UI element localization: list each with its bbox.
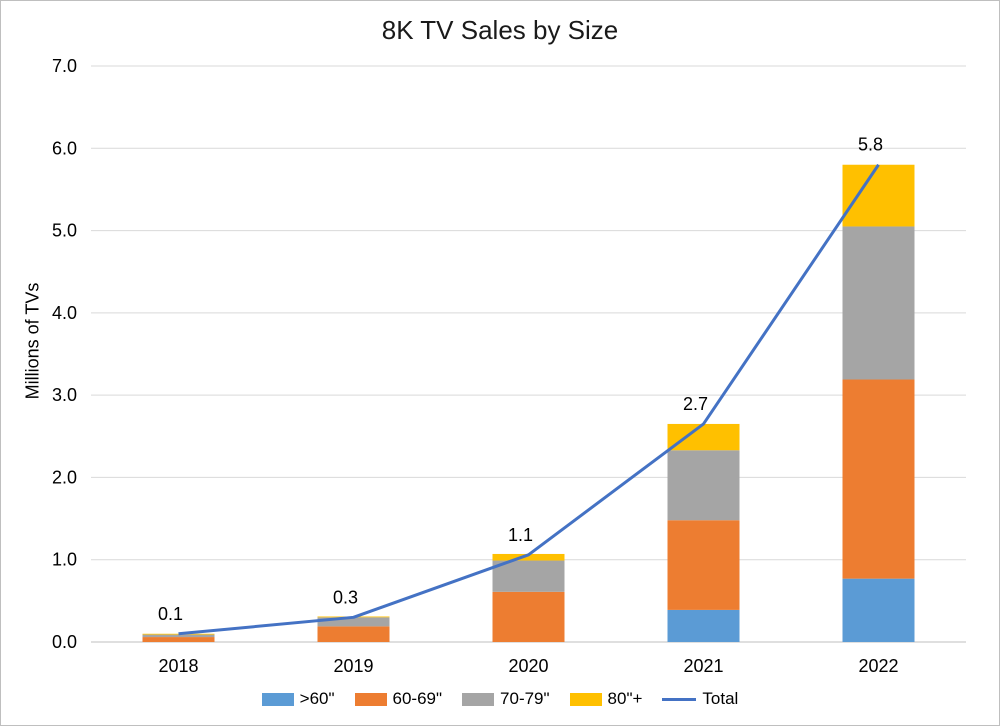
legend-item: 60-69" [354, 689, 443, 709]
y-tick-label: 5.0 [52, 221, 77, 241]
legend-label: Total [702, 689, 739, 708]
bar-segment [667, 450, 740, 521]
legend-item: 70-79" [462, 689, 550, 709]
bar-segment [842, 379, 915, 579]
legend-item: Total [662, 689, 738, 709]
legend-swatch [354, 692, 387, 706]
legend-label: 80"+ [607, 689, 643, 708]
legend-label: 60-69" [392, 689, 443, 708]
bar-segment [492, 591, 565, 642]
bar-segment [142, 633, 215, 635]
legend-swatch [261, 692, 294, 706]
y-tick-label: 0.0 [52, 632, 77, 652]
y-tick-label: 3.0 [52, 385, 77, 405]
legend-label: >60" [299, 689, 335, 708]
legend-swatch [662, 697, 697, 701]
x-tick-label: 2019 [333, 656, 373, 676]
bar-segment [142, 634, 215, 638]
total-line [178, 163, 880, 636]
bar-segment [842, 164, 915, 227]
data-label: 1.1 [508, 525, 533, 545]
y-tick-label: 6.0 [52, 138, 77, 158]
y-tick-label: 1.0 [52, 550, 77, 570]
x-tick-label: 2018 [158, 656, 198, 676]
bar-segment [842, 578, 915, 642]
y-tick-label: 4.0 [52, 303, 77, 323]
bar-segment [142, 637, 215, 642]
bar-segment [842, 226, 915, 380]
data-label: 5.8 [858, 135, 883, 155]
data-label: 0.3 [333, 587, 358, 607]
y-tick-label: 2.0 [52, 467, 77, 487]
chart-title: 8K TV Sales by Size [381, 15, 619, 45]
bar-segment [317, 617, 390, 627]
bar-segment [317, 626, 390, 642]
bar-segment [667, 423, 740, 451]
legend-swatch [462, 692, 495, 706]
bar-segment [492, 560, 565, 592]
data-label: 0.1 [158, 604, 183, 624]
data-label: 2.7 [683, 394, 708, 414]
legend-item: >60" [261, 689, 335, 709]
bar-segment [667, 609, 740, 642]
x-tick-label: 2022 [858, 656, 898, 676]
x-tick-label: 2021 [683, 656, 723, 676]
x-tick-label: 2020 [508, 656, 548, 676]
legend-item: 80"+ [569, 689, 643, 709]
y-tick-label: 7.0 [52, 56, 77, 76]
bar-segment [492, 553, 565, 561]
legend-swatch [569, 692, 602, 706]
legend: >60" 60-69" 70-79" 80"+ Total [1, 689, 999, 709]
bar-segment [667, 520, 740, 610]
legend-label: 70-79" [500, 689, 550, 708]
